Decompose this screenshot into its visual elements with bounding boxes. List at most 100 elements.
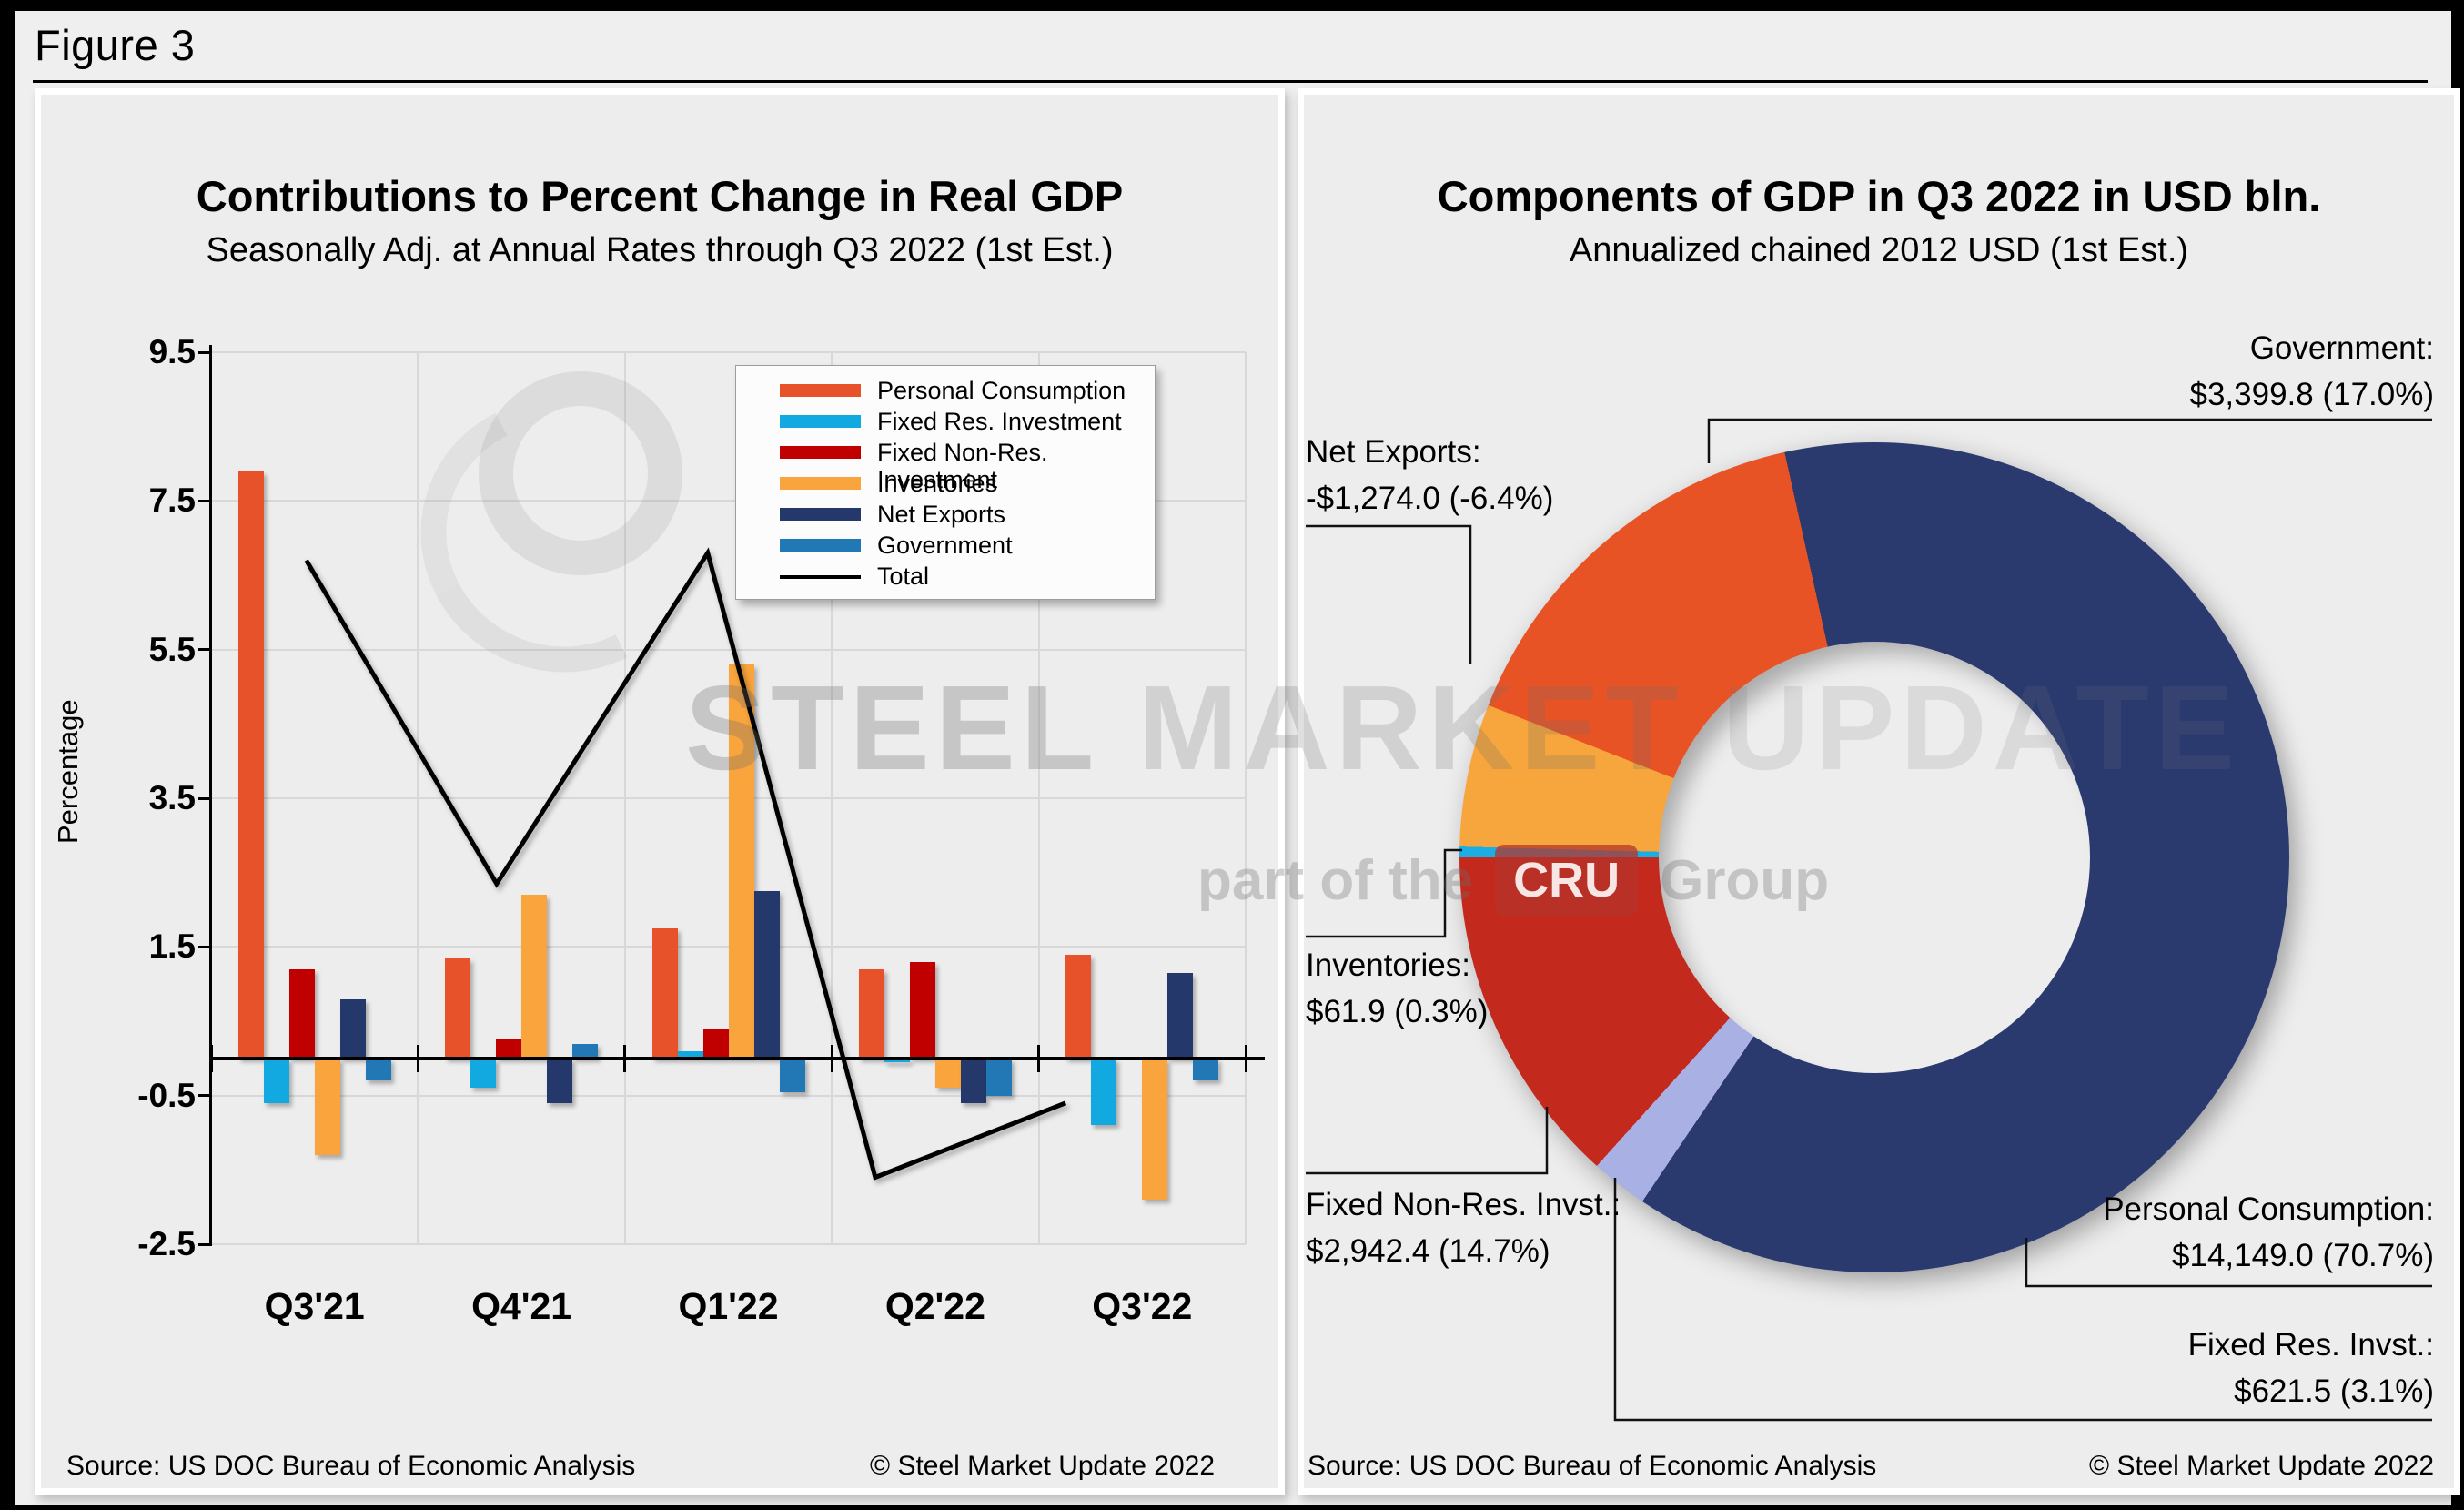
y-tick-3.5 [198, 796, 211, 800]
callout-fixed-res: Fixed Res. Invst.: $621.5 (3.1%) [2188, 1322, 2434, 1414]
gridline-v-4 [1037, 352, 1040, 1244]
bar-government-q2-22 [985, 1058, 1012, 1096]
y-tick-9.5 [198, 350, 211, 354]
callout-fixed-nonres-name: Fixed Non-Res. Invst.: [1306, 1187, 1621, 1222]
heading-rule [33, 80, 2428, 83]
y-tick-5.5 [198, 648, 211, 652]
bar-inventories-q3-21 [314, 1058, 340, 1155]
source-note: Source: US DOC Bureau of Economic Analys… [1308, 1451, 1877, 1481]
panel-gdp-components: Components of GDP in Q3 2022 in USD bln.… [1298, 88, 2460, 1495]
gridline-v-3 [831, 352, 833, 1244]
bar-personal-consumption-q3-21 [237, 471, 264, 1059]
legend-item-fixed-res-investment: Fixed Res. Investment [736, 408, 1155, 435]
callout-net-exports: Net Exports: -$1,274.0 (-6.4%) [1306, 429, 1553, 522]
bar-inventories-q3-22 [1142, 1058, 1168, 1200]
bar-fixed-non-res-investment-q4-21 [496, 1039, 522, 1059]
bar-fixed-res-investment-q4-21 [470, 1058, 497, 1089]
inventories-swatch [780, 477, 861, 490]
gridline-h--2.5 [211, 1243, 1246, 1245]
y-tick-1.5 [198, 945, 211, 948]
legend-item-net-exports: Net Exports [736, 501, 1155, 528]
legend-label-fixed-res-investment: Fixed Res. Investment [877, 408, 1122, 435]
panel-gdp-contributions: Contributions to Percent Change in Real … [35, 88, 1285, 1495]
bar-inventories-q2-22 [934, 1058, 961, 1089]
gridline-v-1 [417, 352, 419, 1244]
y-axis-line [209, 345, 212, 1246]
legend-label-fixed-non-res-investment: Fixed Non-Res. Investment [877, 439, 1048, 493]
copyright-note: © Steel Market Update 2022 [870, 1451, 1215, 1481]
government-swatch [780, 539, 861, 552]
callout-inventories-value: $61.9 (0.3%) [1306, 994, 1489, 1029]
callout-net-exports-name: Net Exports: [1306, 434, 1481, 470]
leader-government [1707, 418, 2432, 463]
donut-chart-title: Components of GDP in Q3 2022 in USD bln. [1437, 172, 2321, 220]
bar-net-exports-q1-22 [753, 891, 780, 1059]
bar-net-exports-q3-21 [339, 998, 366, 1059]
callout-personal-consumption-value: $14,149.0 (70.7%) [2172, 1238, 2434, 1273]
callout-leader-lines [1306, 418, 2432, 1422]
x-category-label-q4-21: Q4'21 [471, 1285, 572, 1327]
bar-fixed-non-res-investment-q3-21 [288, 968, 315, 1059]
x-category-label-q1-22: Q1'22 [678, 1285, 779, 1327]
y-tick-label-1.5: 1.5 [148, 927, 196, 966]
source-note: Source: US DOC Bureau of Economic Analys… [66, 1451, 636, 1481]
bar-fixed-non-res-investment-q1-22 [702, 1029, 729, 1059]
callout-inventories-name: Inventories: [1306, 948, 1470, 983]
bar-personal-consumption-q3-22 [1065, 954, 1092, 1059]
x-tick-5 [1244, 1044, 1247, 1072]
bar-chart-title: Contributions to Percent Change in Real … [196, 172, 1124, 220]
y-tick--0.5 [198, 1094, 211, 1098]
y-tick-label-3.5: 3.5 [148, 779, 196, 816]
bar-net-exports-q4-21 [547, 1058, 573, 1103]
x-tick-2 [623, 1044, 627, 1072]
bar-government-q1-22 [779, 1058, 805, 1092]
bar-inventories-q4-21 [521, 895, 548, 1059]
callout-inventories: Inventories: $61.9 (0.3%) [1306, 942, 1488, 1035]
legend-label-total: Total [877, 562, 930, 590]
bar-personal-consumption-q2-22 [858, 968, 884, 1059]
copyright-note: © Steel Market Update 2022 [2089, 1451, 2434, 1481]
x-tick-4 [1037, 1044, 1041, 1072]
chart-legend: Personal Consumption Fixed Res. Investmen… [735, 365, 1156, 600]
callout-government-name: Government: [2249, 330, 2434, 366]
legend-label-inventories: Inventories [877, 470, 998, 497]
bar-fixed-res-investment-q3-21 [263, 1058, 289, 1103]
callout-government: Government: $3,399.8 (17.0%) [2189, 325, 2434, 418]
y-tick-label-5.5: 5.5 [148, 630, 196, 668]
net-exports-swatch [780, 508, 861, 521]
figure-label: Figure 3 [35, 21, 196, 69]
x-category-label-q2-22: Q2'22 [884, 1285, 985, 1327]
bar-government-q3-22 [1193, 1058, 1219, 1081]
x-category-label-q3-21: Q3'21 [264, 1285, 365, 1327]
callout-fixed-nonres: Fixed Non-Res. Invst.: $2,942.4 (14.7%) [1306, 1181, 1621, 1274]
gridline-h-9.5 [211, 351, 1246, 353]
legend-label-net-exports: Net Exports [877, 501, 1006, 528]
leader-fixed-nonres [1306, 1107, 1549, 1175]
legend-item-fixed-non-res-investment: Fixed Non-Res. Investment [736, 439, 1155, 493]
legend-item-inventories: Inventories [736, 470, 1155, 497]
gridline-v-5 [1245, 352, 1247, 1244]
bar-fixed-res-investment-q3-22 [1091, 1058, 1117, 1126]
total-line [304, 547, 1067, 1181]
legend-item-government: Government [736, 532, 1155, 559]
y-tick-label--0.5: -0.5 [137, 1076, 196, 1114]
bar-government-q3-21 [365, 1058, 391, 1081]
figure-page: Figure 3 Contributions to Percent Change… [15, 11, 2460, 1505]
fixed-non-res-investment-swatch [780, 446, 861, 459]
total-line-path [304, 547, 1067, 1181]
bar-inventories-q1-22 [728, 664, 754, 1059]
callout-fixed-nonres-value: $2,942.4 (14.7%) [1306, 1233, 1550, 1269]
y-tick-label--2.5: -2.5 [137, 1225, 196, 1262]
total-line-swatch [780, 575, 861, 579]
legend-label-personal-consumption: Personal Consumption [877, 377, 1126, 404]
callout-fixed-res-name: Fixed Res. Invst.: [2187, 1327, 2434, 1363]
bar-fixed-non-res-investment-q2-22 [909, 961, 935, 1059]
y-tick-7.5 [198, 499, 211, 502]
donut-hole [1659, 642, 2090, 1073]
callout-fixed-res-value: $621.5 (3.1%) [2234, 1373, 2434, 1409]
x-tick-0 [209, 1044, 213, 1072]
gridline-h-5.5 [211, 648, 1246, 651]
bar-government-q4-21 [572, 1043, 599, 1059]
callout-net-exports-value: -$1,274.0 (-6.4%) [1306, 481, 1554, 516]
x-tick-3 [830, 1044, 833, 1072]
